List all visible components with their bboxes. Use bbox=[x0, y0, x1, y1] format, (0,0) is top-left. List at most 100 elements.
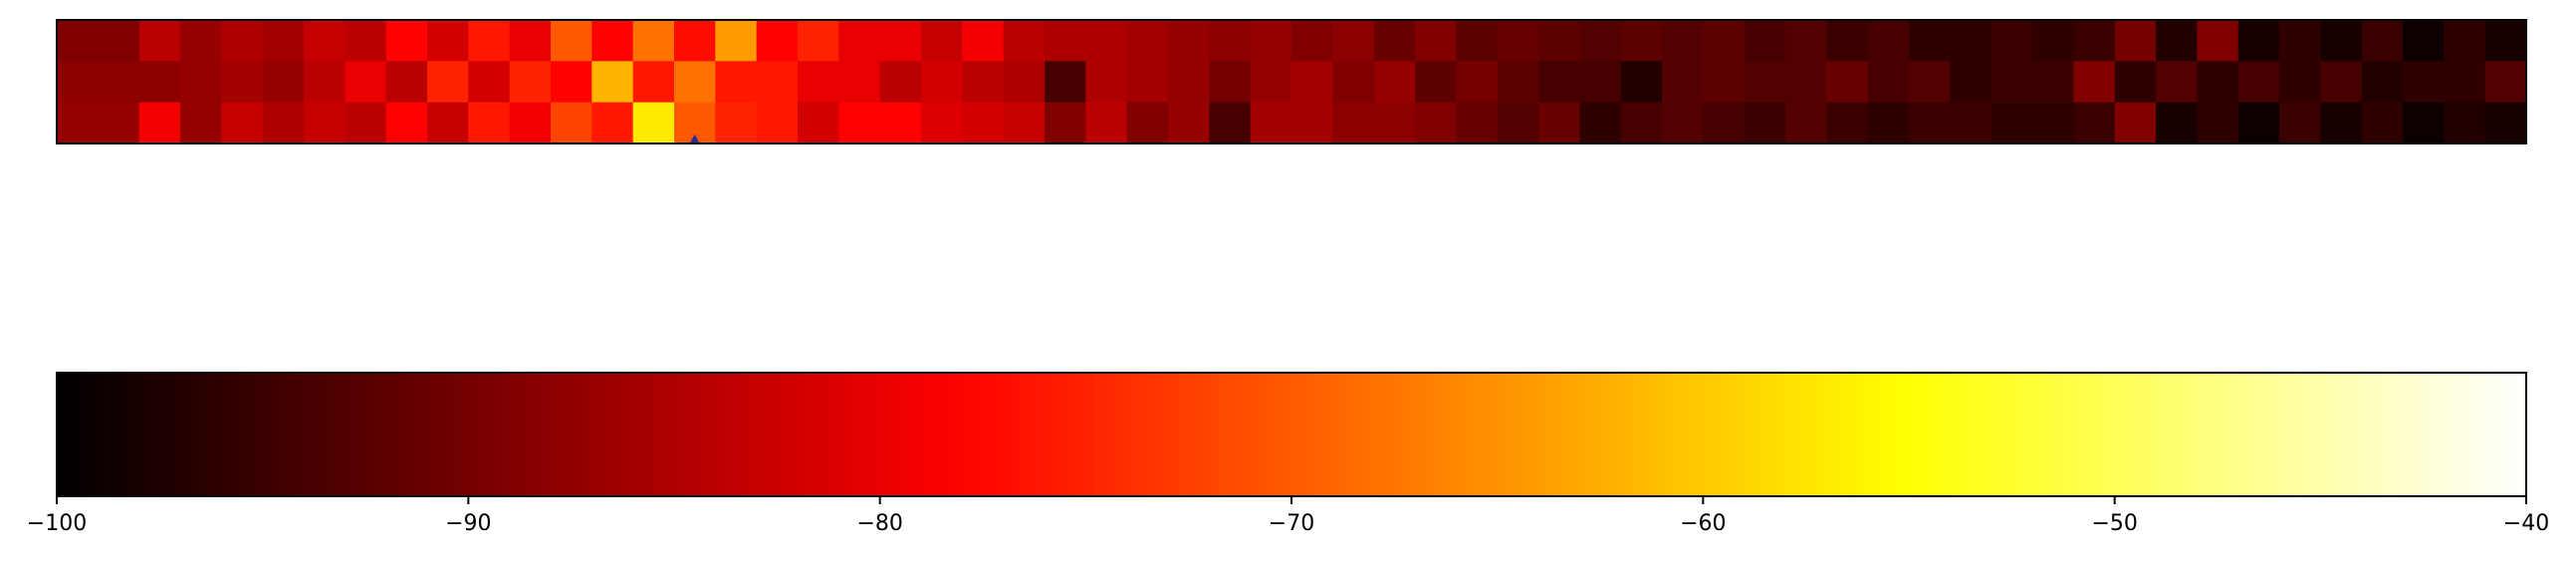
heatmap-cell bbox=[98, 61, 140, 104]
heatmap-cell bbox=[57, 20, 99, 62]
heatmap-cell bbox=[798, 102, 839, 144]
heatmap-cell bbox=[1045, 102, 1086, 144]
heatmap-cell bbox=[1579, 102, 1622, 144]
heatmap-cell bbox=[2361, 102, 2404, 144]
heatmap-cell bbox=[2114, 20, 2157, 62]
heatmap-cell bbox=[98, 20, 140, 62]
heatmap-cell bbox=[427, 20, 469, 62]
heatmap-cell bbox=[1045, 20, 1086, 62]
heatmap-cell bbox=[1045, 61, 1086, 104]
heatmap-cell bbox=[2403, 20, 2445, 62]
heatmap-cell bbox=[1497, 102, 1539, 144]
heatmap-cell bbox=[2032, 102, 2074, 144]
heatmap-cell bbox=[2237, 102, 2280, 144]
heatmap-cell bbox=[2073, 102, 2116, 144]
heatmap-cell bbox=[304, 20, 346, 62]
heatmap-cell bbox=[468, 102, 511, 144]
heatmap-cell bbox=[2073, 61, 2116, 104]
heatmap-cell bbox=[2361, 61, 2404, 104]
heatmap-cell bbox=[1744, 61, 1786, 104]
heatmap-cell bbox=[1085, 61, 1128, 104]
heatmap-cell bbox=[1373, 20, 1416, 62]
heatmap-cell bbox=[509, 20, 552, 62]
heatmap-cell bbox=[2403, 61, 2445, 104]
heatmap-cell bbox=[1867, 102, 1910, 144]
heatmap-cell bbox=[1538, 102, 1580, 144]
heatmap-cell bbox=[962, 20, 1005, 62]
heatmap-cell bbox=[138, 61, 181, 104]
heatmap-cell bbox=[2484, 102, 2527, 144]
heatmap-cell bbox=[1373, 102, 1416, 144]
heatmap-cell bbox=[1703, 61, 1746, 104]
heatmap-cell bbox=[1497, 20, 1539, 62]
heatmap-cell bbox=[1991, 20, 2033, 62]
heatmap-cell bbox=[879, 61, 922, 104]
heatmap-cell bbox=[715, 61, 758, 104]
heatmap-cell bbox=[921, 61, 963, 104]
heatmap-cell bbox=[2032, 20, 2074, 62]
heatmap-cell bbox=[1497, 61, 1539, 104]
heatmap-cell bbox=[591, 102, 634, 144]
heatmap-cell bbox=[1456, 102, 1499, 144]
heatmap-cell bbox=[1456, 20, 1499, 62]
colorbar bbox=[57, 373, 2526, 496]
heatmap-cell bbox=[838, 20, 881, 62]
heatmap-cell bbox=[1950, 20, 1992, 62]
heatmap-cell bbox=[632, 61, 675, 104]
heatmap-cell bbox=[1126, 20, 1169, 62]
colorbar-tick-label: −90 bbox=[445, 511, 491, 536]
heatmap-cell bbox=[57, 102, 99, 144]
heatmap-marker-layer bbox=[689, 134, 700, 143]
heatmap-cell bbox=[345, 20, 387, 62]
heatmap-cell bbox=[1126, 61, 1169, 104]
heatmap-cell bbox=[2197, 61, 2239, 104]
heatmap-cell bbox=[632, 102, 675, 144]
heatmap-cell bbox=[509, 102, 552, 144]
heatmap-cell bbox=[715, 20, 758, 62]
heatmap-cell bbox=[1785, 20, 1827, 62]
heatmap-cell bbox=[591, 61, 634, 104]
heatmap-cell bbox=[1209, 61, 1252, 104]
heatmap-cell bbox=[674, 20, 716, 62]
heatmap-cell bbox=[674, 61, 716, 104]
heatmap-cell bbox=[2279, 102, 2321, 144]
colorbar-tick-label: −60 bbox=[1680, 511, 1726, 536]
heatmap-cell bbox=[1909, 61, 1951, 104]
heatmap-cell bbox=[138, 20, 181, 62]
heatmap-cell bbox=[756, 102, 799, 144]
heatmap-cell bbox=[2032, 61, 2074, 104]
colorbar-ticks bbox=[56, 496, 2527, 504]
heatmap-cell bbox=[345, 61, 387, 104]
heatmap-cell bbox=[756, 20, 799, 62]
heatmap-cell bbox=[1991, 61, 2033, 104]
heatmap-cell bbox=[304, 61, 346, 104]
heatmap-cell bbox=[1003, 61, 1046, 104]
heatmap-cell bbox=[262, 61, 305, 104]
heatmap-cell bbox=[1620, 102, 1663, 144]
colorbar-tick-label: −100 bbox=[27, 511, 87, 536]
heatmap-cell bbox=[385, 20, 428, 62]
heatmap-cell bbox=[798, 20, 839, 62]
heatmap-cell bbox=[1662, 20, 1704, 62]
heatmap-cell bbox=[1867, 61, 1910, 104]
heatmap-cell bbox=[798, 61, 839, 104]
heatmap-cell bbox=[1950, 102, 1992, 144]
heatmap-cell bbox=[1909, 20, 1951, 62]
heatmap-cell bbox=[138, 102, 181, 144]
heatmap-cell bbox=[509, 61, 552, 104]
heatmap-cell bbox=[2197, 102, 2239, 144]
heatmap-cell bbox=[1291, 102, 1333, 144]
heatmap-cell bbox=[262, 20, 305, 62]
heatmap-cell bbox=[879, 102, 922, 144]
heatmap-cell bbox=[1826, 102, 1869, 144]
heatmap-cell bbox=[962, 61, 1005, 104]
heatmap-cell bbox=[1168, 102, 1210, 144]
heatmap-cell bbox=[468, 61, 511, 104]
heatmap-cell bbox=[1085, 20, 1128, 62]
heatmap-cell bbox=[1250, 20, 1292, 62]
heatmap-cell bbox=[1415, 102, 1457, 144]
heatmap-cell bbox=[2444, 20, 2486, 62]
heatmap-cell bbox=[2444, 61, 2486, 104]
heatmap-cell bbox=[1620, 61, 1663, 104]
heatmap-cell bbox=[98, 102, 140, 144]
